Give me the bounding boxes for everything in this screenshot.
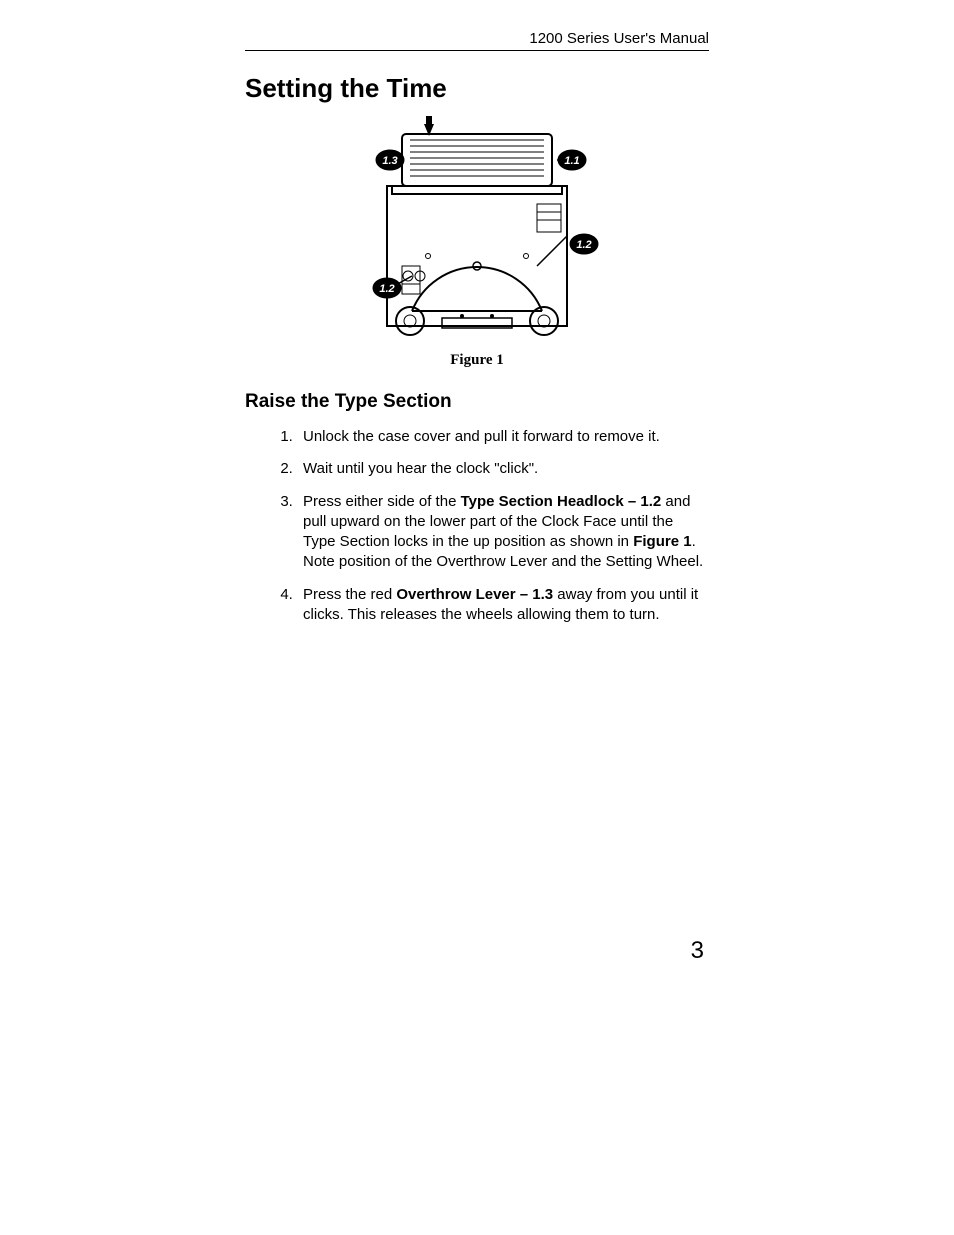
section-title: Setting the Time [245, 73, 709, 104]
step-bold: Overthrow Lever – 1.3 [396, 586, 553, 603]
figure-1: 1.3 1.1 1.2 1.2 Figure 1 [245, 116, 709, 369]
step-3: Press either side of the Type Section He… [297, 492, 709, 573]
step-text: Press the red [303, 586, 396, 603]
step-text: Wait until you hear the clock "click". [303, 460, 538, 477]
step-2: Wait until you hear the clock "click". [297, 459, 709, 479]
callout-1-2-left: 1.2 [373, 278, 401, 298]
running-header: 1200 Series User's Manual [245, 30, 709, 51]
svg-text:1.3: 1.3 [382, 155, 397, 167]
instruction-list: Unlock the case cover and pull it forwar… [273, 427, 709, 625]
callout-1-2-right: 1.2 [570, 234, 598, 254]
subsection-title: Raise the Type Section [245, 391, 709, 413]
step-text: Unlock the case cover and pull it forwar… [303, 428, 660, 445]
figure-caption: Figure 1 [245, 352, 709, 369]
svg-text:1.2: 1.2 [379, 283, 394, 295]
callout-1-1: 1.1 [558, 150, 586, 170]
step-1: Unlock the case cover and pull it forwar… [297, 427, 709, 447]
manual-page: 1200 Series User's Manual Setting the Ti… [0, 0, 954, 1235]
device-diagram: 1.3 1.1 1.2 1.2 [332, 116, 622, 341]
step-bold: Figure 1 [633, 533, 691, 550]
step-bold: Type Section Headlock – 1.2 [461, 493, 662, 510]
svg-text:1.1: 1.1 [564, 155, 579, 167]
step-text: Press either side of the [303, 493, 461, 510]
svg-text:1.2: 1.2 [576, 239, 591, 251]
page-number: 3 [691, 937, 704, 965]
callout-1-3: 1.3 [376, 150, 404, 170]
step-4: Press the red Overthrow Lever – 1.3 away… [297, 585, 709, 626]
